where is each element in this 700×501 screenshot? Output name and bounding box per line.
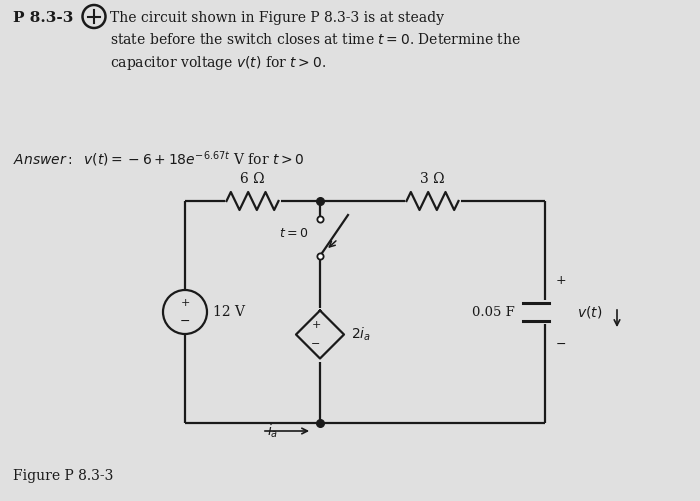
Text: −: − [312,339,321,349]
Text: +: + [556,274,566,287]
Text: 6 Ω: 6 Ω [240,172,265,186]
Text: $2i_a$: $2i_a$ [351,326,371,343]
Text: −: − [180,315,190,328]
Text: 12 V: 12 V [213,305,245,319]
Text: $i_a$: $i_a$ [267,422,278,440]
Text: The circuit shown in Figure P 8.3-3 is at steady
state before the switch closes : The circuit shown in Figure P 8.3-3 is a… [110,11,521,72]
Text: Figure P 8.3-3: Figure P 8.3-3 [13,469,113,483]
Text: 0.05 F: 0.05 F [473,306,515,319]
Text: 3 Ω: 3 Ω [420,172,444,186]
Text: +: + [181,298,190,308]
Text: P 8.3-3: P 8.3-3 [13,11,74,25]
Text: $t = 0$: $t = 0$ [279,227,308,240]
Text: $v(t)$: $v(t)$ [577,304,602,320]
Text: $\mathit{Answer:}$  $v(t) = -6 + 18e^{-6.67t}$ V for $t > 0$: $\mathit{Answer:}$ $v(t) = -6 + 18e^{-6.… [13,149,304,169]
Text: −: − [556,338,566,351]
Text: +: + [312,321,321,331]
